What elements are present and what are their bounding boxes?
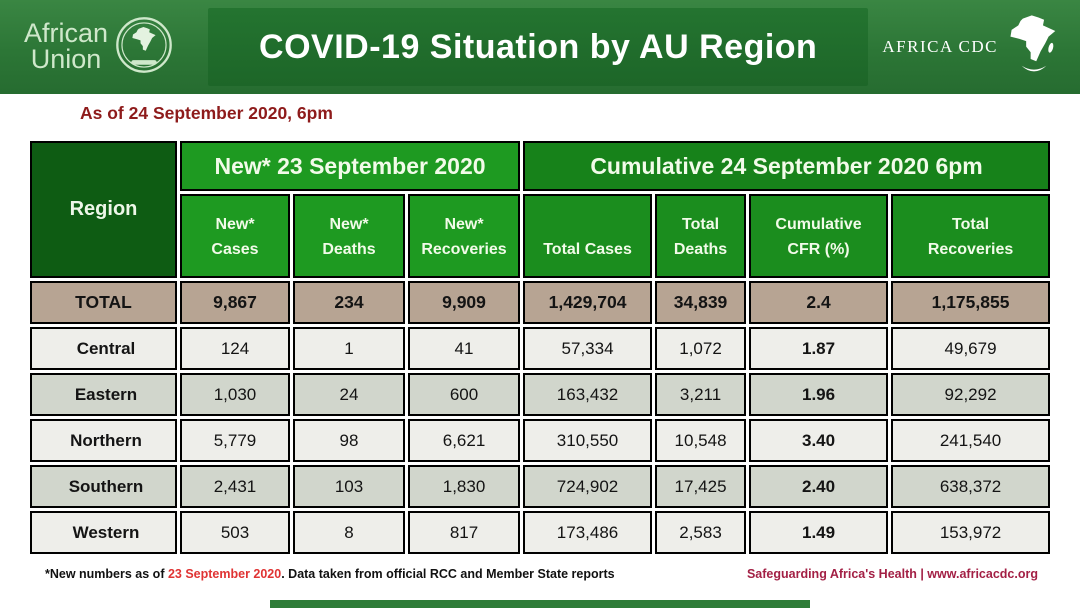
africa-cdc-logo: AFRICA CDC — [874, 14, 1080, 81]
region-column-header: Region — [30, 141, 177, 278]
column-header-row: New* Cases New* Deaths New* Recoveries T… — [30, 194, 1051, 278]
new-cases-header: New* Cases — [180, 194, 290, 278]
african-union-logo: African Union — [0, 16, 202, 79]
footnote-suffix: . Data taken from official RCC and Membe… — [281, 567, 615, 581]
table-row-southern: Southern 2,431 103 1,830 724,902 17,425 … — [30, 465, 1051, 508]
new-deaths-cell: 98 — [293, 419, 405, 462]
cfr-cell: 2.4 — [749, 281, 889, 324]
total-deaths-cell: 1,072 — [655, 327, 747, 370]
new-deaths-header: New* Deaths — [293, 194, 405, 278]
total-recoveries-cell: 638,372 — [891, 465, 1051, 508]
table-row-western: Western 503 8 817 173,486 2,583 1.49 153… — [30, 511, 1051, 554]
new-recoveries-header: New* Recoveries — [408, 194, 521, 278]
new-cases-cell: 2,431 — [180, 465, 290, 508]
table-row-central: Central 124 1 41 57,334 1,072 1.87 49,67… — [30, 327, 1051, 370]
new-cases-cell: 1,030 — [180, 373, 290, 416]
footnote-prefix: *New numbers as of — [45, 567, 168, 581]
total-cases-cell: 724,902 — [523, 465, 653, 508]
region-cell: Southern — [30, 465, 177, 508]
total-deaths-cell: 17,425 — [655, 465, 747, 508]
region-cell: TOTAL — [30, 281, 177, 324]
new-recoveries-cell: 1,830 — [408, 465, 521, 508]
new-deaths-cell: 103 — [293, 465, 405, 508]
cfr-cell: 1.96 — [749, 373, 889, 416]
cumulative-cfr-header: Cumulative CFR (%) — [749, 194, 889, 278]
new-recoveries-cell: 41 — [408, 327, 521, 370]
total-deaths-cell: 3,211 — [655, 373, 747, 416]
cfr-cell: 2.40 — [749, 465, 889, 508]
new-cases-cell: 124 — [180, 327, 290, 370]
african-union-emblem-icon — [115, 16, 173, 79]
new-cases-cell: 5,779 — [180, 419, 290, 462]
region-cell: Western — [30, 511, 177, 554]
total-cases-cell: 163,432 — [523, 373, 653, 416]
africa-cdc-tagline: Safeguarding Africa's Health | www.afric… — [746, 567, 1038, 581]
table-row-total: TOTAL 9,867 234 9,909 1,429,704 34,839 2… — [30, 281, 1051, 324]
total-recoveries-cell: 49,679 — [891, 327, 1051, 370]
total-recoveries-header: Total Recoveries — [891, 194, 1051, 278]
bottom-green-bar — [270, 600, 810, 608]
title-band: COVID-19 Situation by AU Region — [208, 8, 869, 86]
africa-map-icon — [1006, 14, 1062, 81]
region-cell: Eastern — [30, 373, 177, 416]
table-row-northern: Northern 5,779 98 6,621 310,550 10,548 3… — [30, 419, 1051, 462]
region-cell: Central — [30, 327, 177, 370]
total-deaths-cell: 10,548 — [655, 419, 747, 462]
new-recoveries-cell: 817 — [408, 511, 521, 554]
group-header-row: Region New* 23 September 2020 Cumulative… — [30, 141, 1051, 278]
total-deaths-cell: 34,839 — [655, 281, 747, 324]
cfr-cell: 1.87 — [749, 327, 889, 370]
header-banner: African Union COVID-19 Situation by AU R… — [0, 0, 1080, 94]
new-cases-cell: 9,867 — [180, 281, 290, 324]
african-union-line2: Union — [30, 44, 102, 74]
cfr-cell: 3.40 — [749, 419, 889, 462]
new-deaths-cell: 8 — [293, 511, 405, 554]
as-of-date: As of 24 September 2020, 6pm — [80, 103, 333, 123]
covid-region-table: Region New* 23 September 2020 Cumulative… — [27, 138, 1053, 557]
total-cases-cell: 1,429,704 — [523, 281, 653, 324]
cumulative-group-header: Cumulative 24 September 2020 6pm — [523, 141, 1051, 191]
total-recoveries-cell: 1,175,855 — [891, 281, 1051, 324]
total-deaths-header: Total Deaths — [655, 194, 747, 278]
new-deaths-cell: 24 — [293, 373, 405, 416]
total-cases-cell: 310,550 — [523, 419, 653, 462]
african-union-logo-text: African Union — [24, 18, 109, 74]
footnote: *New numbers as of 23 September 2020. Da… — [45, 567, 615, 581]
new-cases-cell: 503 — [180, 511, 290, 554]
new-deaths-cell: 1 — [293, 327, 405, 370]
africa-cdc-label: AFRICA CDC — [882, 37, 998, 56]
total-recoveries-cell: 92,292 — [891, 373, 1051, 416]
total-deaths-cell: 2,583 — [655, 511, 747, 554]
total-cases-header: Total Cases — [523, 194, 653, 278]
table-row-eastern: Eastern 1,030 24 600 163,432 3,211 1.96 … — [30, 373, 1051, 416]
african-union-line1: African — [24, 18, 109, 49]
new-group-header: New* 23 September 2020 — [180, 141, 521, 191]
total-recoveries-cell: 153,972 — [891, 511, 1051, 554]
region-cell: Northern — [30, 419, 177, 462]
total-recoveries-cell: 241,540 — [891, 419, 1051, 462]
total-cases-cell: 57,334 — [523, 327, 653, 370]
footnote-date: 23 September 2020 — [167, 567, 282, 581]
new-recoveries-cell: 9,909 — [408, 281, 521, 324]
new-recoveries-cell: 6,621 — [408, 419, 521, 462]
total-cases-cell: 173,486 — [523, 511, 653, 554]
cfr-cell: 1.49 — [749, 511, 889, 554]
new-recoveries-cell: 600 — [408, 373, 521, 416]
new-deaths-cell: 234 — [293, 281, 405, 324]
page-title: COVID-19 Situation by AU Region — [259, 27, 818, 66]
